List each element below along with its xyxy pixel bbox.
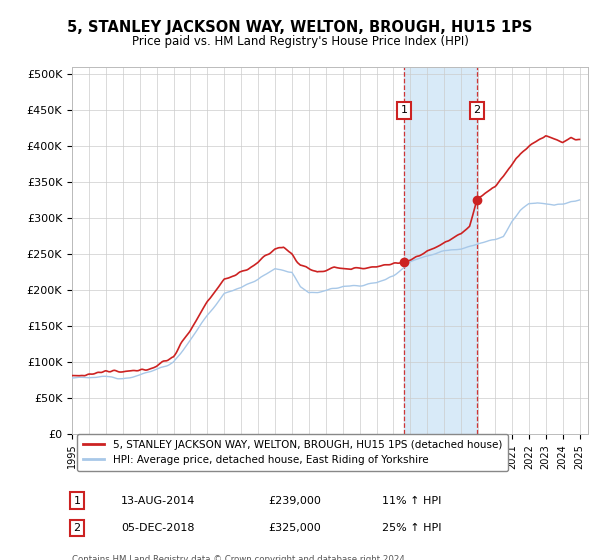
Text: 2: 2 [473, 105, 480, 115]
Text: Contains HM Land Registry data © Crown copyright and database right 2024.: Contains HM Land Registry data © Crown c… [72, 554, 407, 560]
Text: £325,000: £325,000 [268, 523, 321, 533]
Text: £239,000: £239,000 [268, 496, 321, 506]
Text: 1: 1 [400, 105, 407, 115]
Legend: 5, STANLEY JACKSON WAY, WELTON, BROUGH, HU15 1PS (detached house), HPI: Average : 5, STANLEY JACKSON WAY, WELTON, BROUGH, … [77, 433, 508, 472]
Text: Price paid vs. HM Land Registry's House Price Index (HPI): Price paid vs. HM Land Registry's House … [131, 35, 469, 48]
Text: 05-DEC-2018: 05-DEC-2018 [121, 523, 194, 533]
Bar [404, 67, 476, 434]
Text: 1: 1 [74, 496, 80, 506]
Text: 2: 2 [74, 523, 81, 533]
Text: 13-AUG-2014: 13-AUG-2014 [121, 496, 196, 506]
Text: 5, STANLEY JACKSON WAY, WELTON, BROUGH, HU15 1PS: 5, STANLEY JACKSON WAY, WELTON, BROUGH, … [67, 20, 533, 35]
Text: 11% ↑ HPI: 11% ↑ HPI [382, 496, 441, 506]
Text: 25% ↑ HPI: 25% ↑ HPI [382, 523, 441, 533]
